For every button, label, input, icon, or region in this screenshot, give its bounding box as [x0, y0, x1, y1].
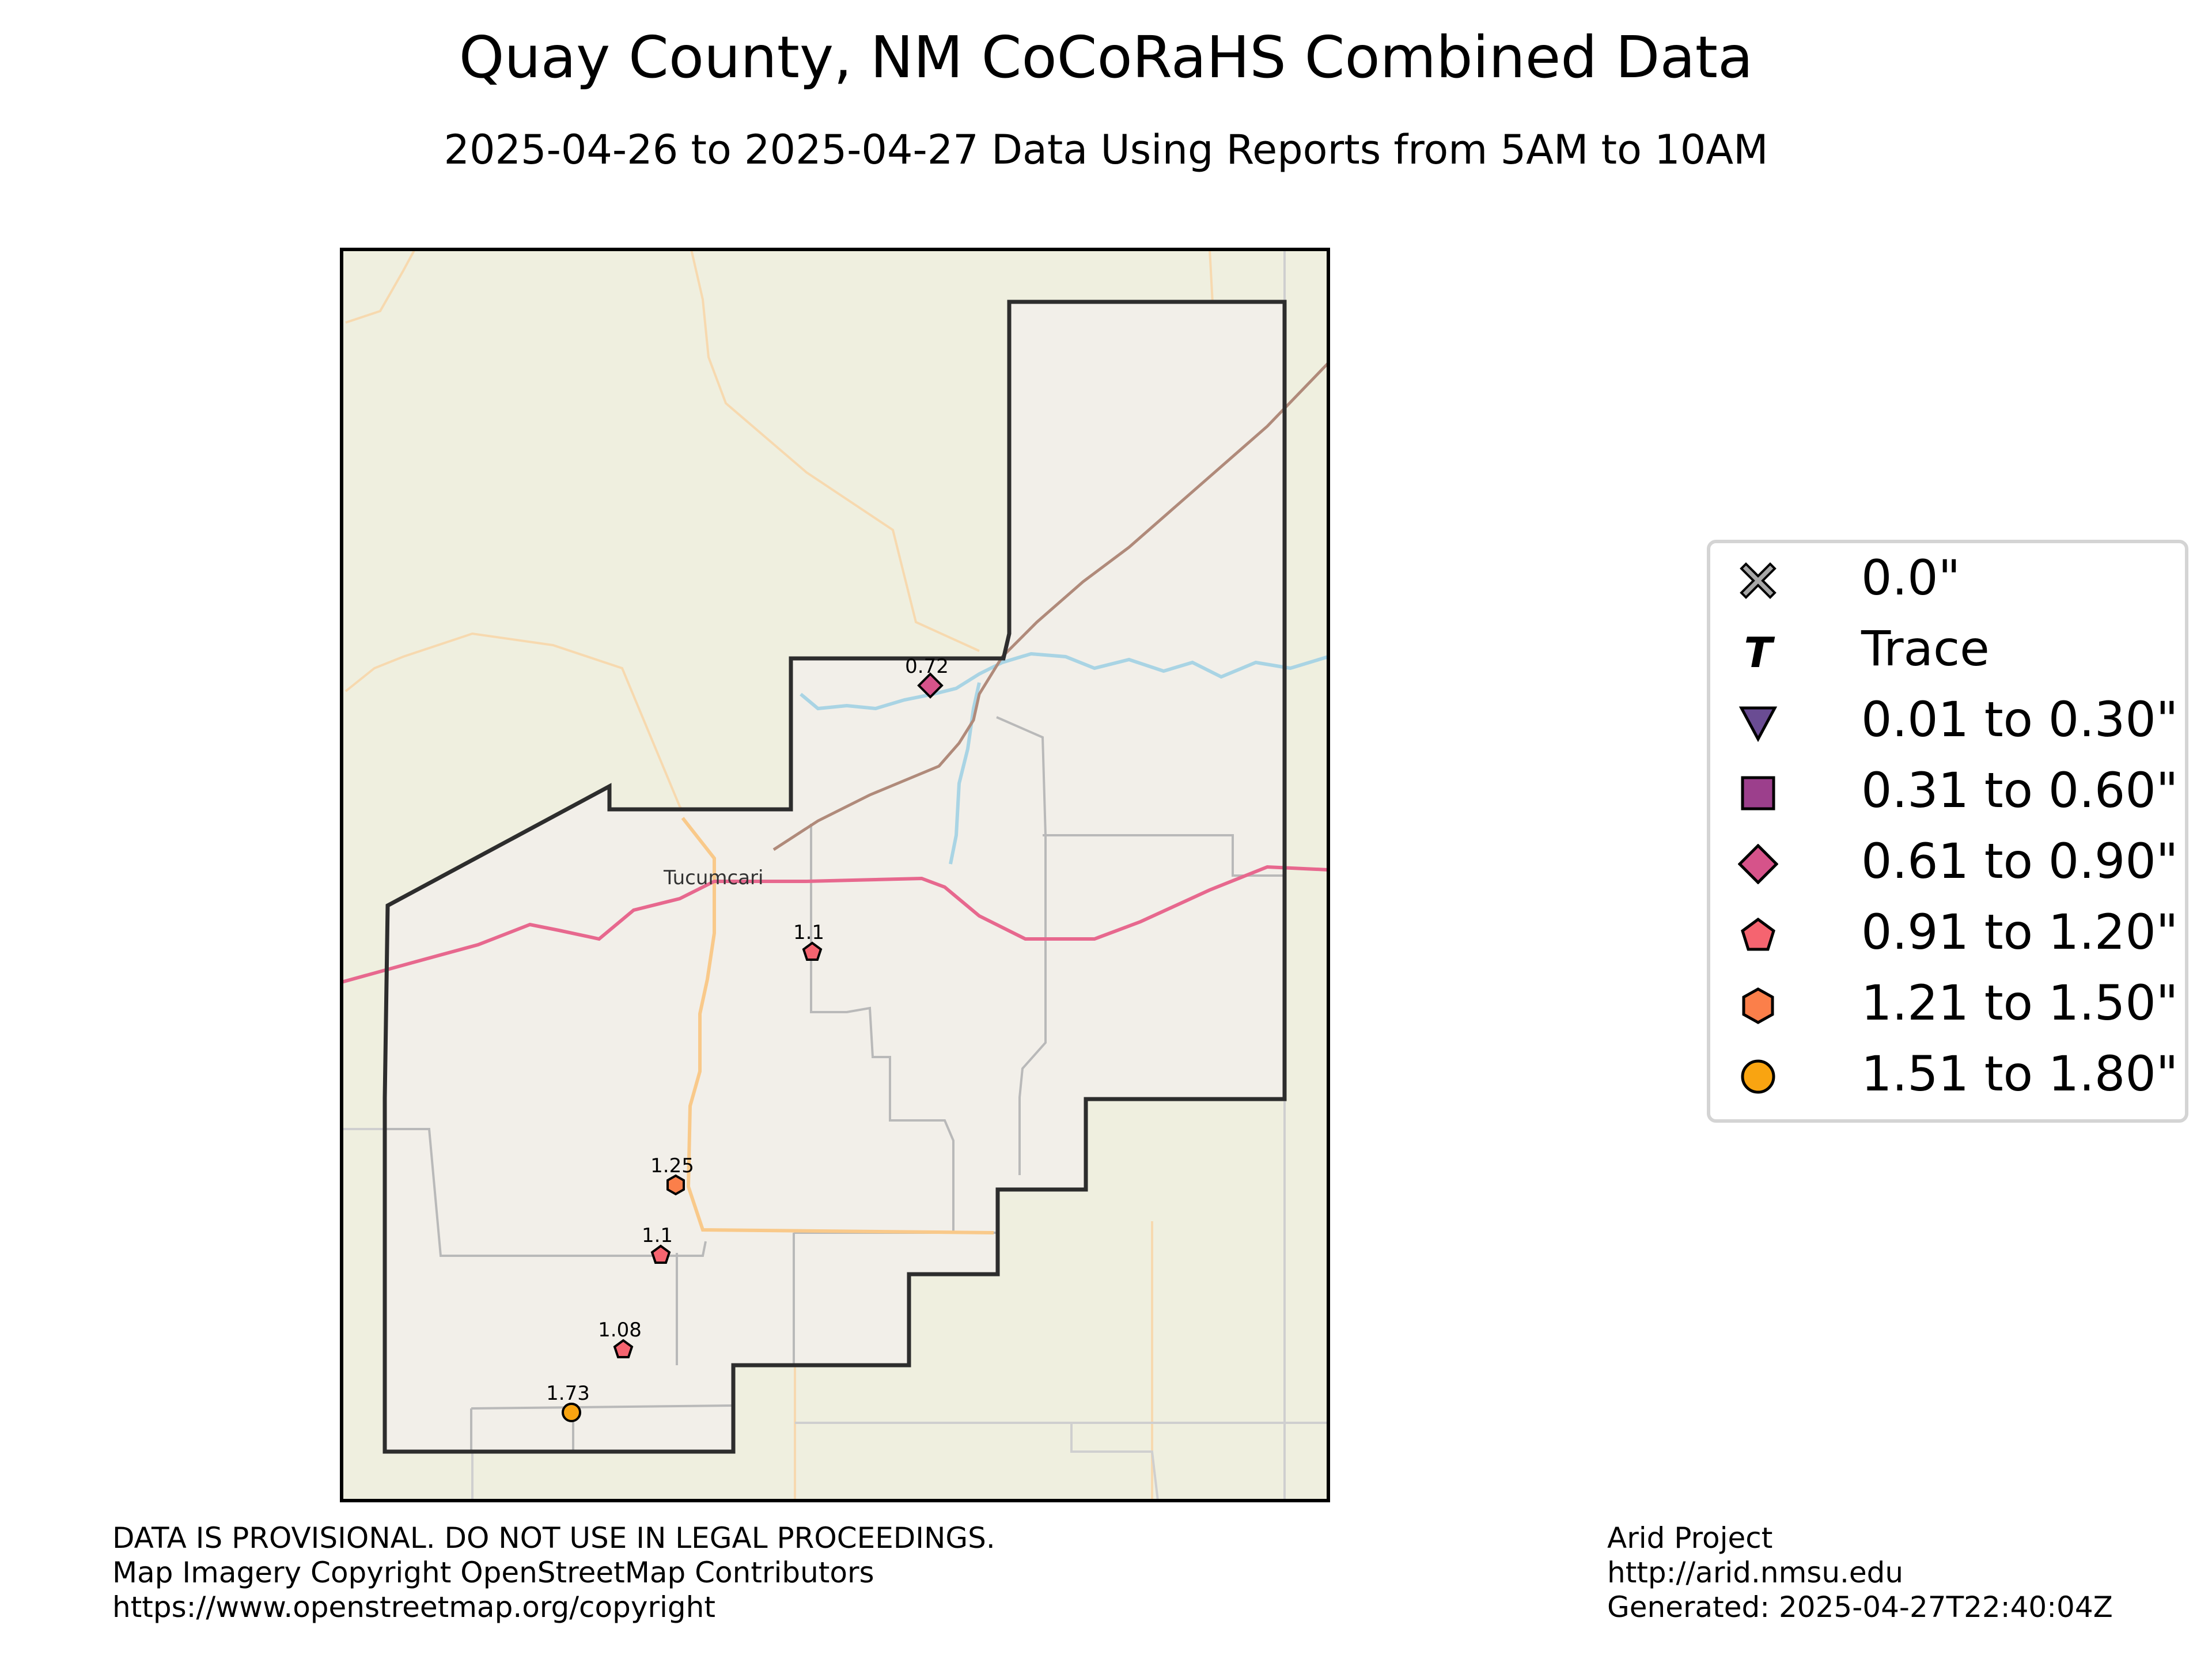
circle-icon: [1741, 1059, 1775, 1094]
station-marker: 1.73: [546, 1382, 590, 1422]
footer-line: Generated: 2025-04-27T22:40:04Z: [1607, 1590, 2113, 1624]
station-marker: 0.72: [905, 655, 949, 699]
diamond-icon: [1738, 844, 1778, 884]
footer-disclaimer: DATA IS PROVISIONAL. DO NOT USE IN LEGAL…: [112, 1521, 995, 1624]
pentagon-icon: [1741, 917, 1775, 951]
page-title: Quay County, NM CoCoRaHS Combined Data: [459, 24, 1753, 91]
water-features: [800, 652, 1328, 865]
triangle-down-icon: [1738, 706, 1778, 743]
footer-line: http://arid.nmsu.edu: [1607, 1556, 1904, 1589]
station-marker: 1.1: [642, 1224, 673, 1264]
t-icon: T: [1744, 631, 1775, 672]
hexagon-icon: [1742, 987, 1774, 1024]
roads: [681, 817, 994, 1234]
legend-label: 0.91 to 1.20": [1861, 904, 2179, 960]
hexagon-marker-icon: [666, 1174, 685, 1196]
x-icon: [1740, 562, 1777, 599]
footer-credits: Arid Project http://arid.nmsu.edu Genera…: [1607, 1521, 2113, 1624]
legend-label: 1.51 to 1.80": [1861, 1046, 2179, 1102]
legend-item-zero: 0.0": [1710, 543, 2185, 612]
legend-label: 0.0": [1861, 550, 1961, 606]
legend-label: 1.21 to 1.50": [1861, 975, 2179, 1031]
pentagon-marker-icon: [650, 1244, 671, 1264]
legend: 0.0" T Trace 0.01 to 0.30" 0.31 to 0.60"…: [1707, 540, 2188, 1123]
place-label-tucumcari: Tucumcari: [663, 866, 763, 889]
map-frame: [340, 248, 1330, 1502]
circle-marker-icon: [562, 1403, 581, 1422]
station-value-label: 1.73: [546, 1382, 590, 1405]
legend-item-0-91-1-20: 0.91 to 1.20": [1710, 897, 2185, 967]
footer-line: https://www.openstreetmap.org/copyright: [112, 1590, 715, 1624]
station-marker: 1.08: [598, 1319, 642, 1358]
svg-text:T: T: [1744, 631, 1775, 672]
page-subtitle: 2025-04-26 to 2025-04-27 Data Using Repo…: [444, 126, 1768, 173]
legend-label: 0.01 to 0.30": [1861, 691, 2179, 748]
station-marker: 1.1: [793, 921, 824, 961]
legend-item-0-31-0-60: 0.31 to 0.60": [1710, 756, 2185, 825]
legend-item-0-01-0-30: 0.01 to 0.30": [1710, 685, 2185, 754]
legend-label: Trace: [1861, 620, 1990, 677]
station-value-label: 1.1: [642, 1224, 673, 1247]
legend-item-trace: T Trace: [1710, 614, 2185, 683]
county-border: [382, 300, 1287, 1454]
station-value-label: 1.1: [793, 921, 824, 944]
pentagon-marker-icon: [613, 1339, 634, 1358]
legend-label: 0.61 to 0.90": [1861, 833, 2179, 889]
footer-line: Map Imagery Copyright OpenStreetMap Cont…: [112, 1556, 874, 1589]
stations-layer: 0.72 1.1 1.25 1.1 1.08 1.73: [546, 655, 949, 1422]
legend-item-0-61-0-90: 0.61 to 0.90": [1710, 827, 2185, 896]
square-icon: [1741, 776, 1775, 810]
interstate-highway: [342, 865, 1328, 984]
legend-item-1-51-1-80: 1.51 to 1.80": [1710, 1039, 2185, 1108]
county-polygon: [385, 302, 1285, 1452]
station-value-label: 0.72: [905, 655, 949, 678]
footer-line: Arid Project: [1607, 1521, 1773, 1555]
diamond-marker-icon: [917, 672, 944, 699]
legend-item-1-21-1-50: 1.21 to 1.50": [1710, 968, 2185, 1037]
station-value-label: 1.25: [650, 1154, 694, 1177]
pentagon-marker-icon: [802, 941, 823, 961]
station-value-label: 1.08: [598, 1319, 642, 1342]
legend-label: 0.31 to 0.60": [1861, 762, 2179, 819]
station-marker: 1.25: [650, 1154, 694, 1196]
footer-line: DATA IS PROVISIONAL. DO NOT USE IN LEGAL…: [112, 1521, 995, 1555]
